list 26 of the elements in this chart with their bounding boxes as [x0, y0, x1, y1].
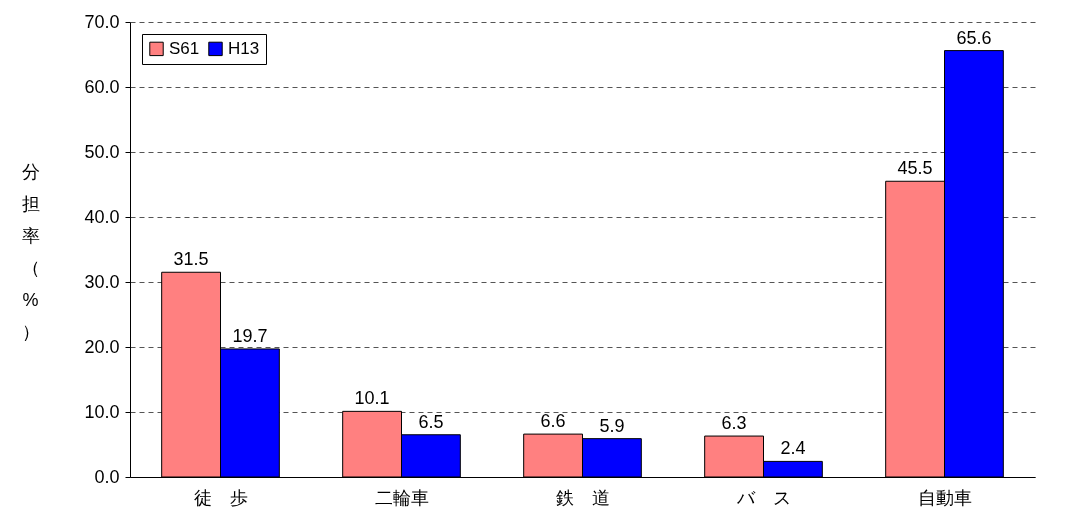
y-tick-label: 70.0	[84, 11, 120, 32]
y-tick-label: 20.0	[84, 336, 120, 357]
y-tick-label: 0.0	[94, 466, 120, 487]
data-label: 10.1	[354, 388, 390, 409]
y-tick-label: 10.0	[84, 401, 120, 422]
data-label: 2.4	[780, 438, 806, 459]
y-tick-label: 50.0	[84, 141, 120, 162]
x-tick-label: 鉄 道	[555, 487, 610, 508]
data-label: 65.6	[956, 27, 992, 48]
data-label: 45.5	[897, 158, 933, 179]
y-tick-label: 30.0	[84, 271, 120, 292]
data-label: 31.5	[173, 249, 209, 270]
data-label: 6.3	[721, 413, 747, 434]
data-label: 6.6	[540, 411, 566, 432]
x-tick-label: 自動車	[917, 487, 972, 508]
data-label: 19.7	[232, 325, 268, 346]
data-label: 6.5	[418, 411, 444, 432]
y-tick-label: 40.0	[84, 206, 120, 227]
data-label: 5.9	[599, 415, 625, 436]
x-tick-label: 二輪車	[374, 487, 429, 508]
legend-label: S61	[169, 38, 200, 58]
x-tick-label: バ ス	[735, 487, 791, 508]
legend-label: H13	[228, 38, 260, 58]
y-axis-title: 分担率（%）	[21, 161, 40, 342]
x-tick-label: 徒 歩	[193, 487, 248, 508]
y-tick-label: 60.0	[84, 76, 120, 97]
